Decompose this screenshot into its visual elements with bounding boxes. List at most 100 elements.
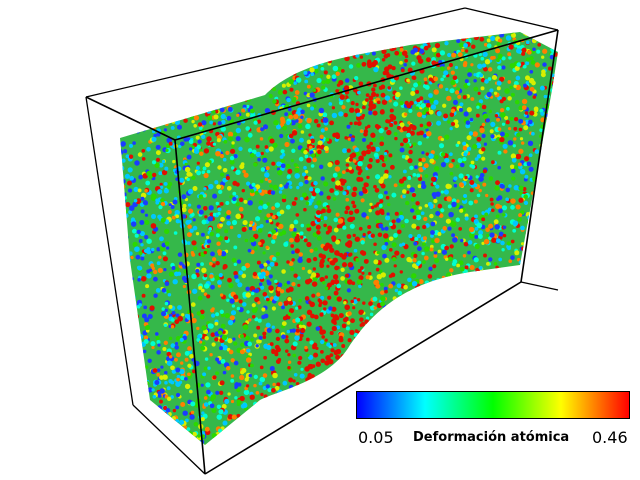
atom [472, 418, 479, 425]
atom [338, 368, 344, 374]
atom [549, 184, 554, 189]
atom [406, 343, 411, 348]
atom [198, 194, 204, 200]
atom [120, 128, 126, 134]
atom [310, 59, 315, 65]
atom [159, 236, 164, 242]
atom [393, 313, 399, 319]
atom [459, 334, 465, 340]
atom [555, 310, 558, 315]
atom [549, 193, 556, 199]
atom [193, 421, 199, 427]
atom [304, 296, 310, 301]
atom [456, 263, 461, 268]
atom [151, 94, 157, 101]
atom [336, 431, 340, 436]
atom [442, 74, 446, 78]
atom [198, 61, 204, 67]
atom [331, 325, 337, 332]
atom [347, 338, 352, 343]
atom [217, 252, 222, 256]
atom [150, 341, 156, 347]
atom [326, 408, 332, 414]
atom [421, 110, 427, 116]
atom [337, 40, 342, 45]
atom [507, 349, 513, 356]
atom [283, 398, 288, 403]
atom [389, 376, 393, 380]
atom [383, 315, 389, 321]
atom [278, 301, 283, 307]
atom [287, 365, 291, 370]
atom [187, 90, 194, 96]
atom [120, 351, 124, 356]
atom [392, 361, 399, 368]
atom [423, 216, 428, 222]
atom [189, 114, 194, 119]
atom [478, 188, 482, 193]
atom [354, 38, 359, 43]
atom [525, 288, 532, 295]
atom [450, 70, 455, 75]
atom [212, 212, 217, 217]
atom [371, 91, 377, 97]
atom [121, 42, 126, 47]
atom [407, 327, 412, 331]
atom [172, 279, 178, 285]
atom [293, 163, 298, 167]
atom [269, 184, 273, 188]
atom [132, 102, 138, 108]
atom [500, 380, 504, 384]
atom [387, 370, 393, 376]
atom [373, 204, 378, 208]
atom [479, 172, 485, 178]
atom [311, 444, 317, 445]
atom [128, 98, 134, 103]
atom [120, 104, 122, 110]
atom [255, 85, 260, 90]
atom [258, 34, 264, 39]
atom [384, 382, 389, 387]
atom [190, 401, 196, 407]
atom [383, 365, 389, 371]
atom [244, 238, 249, 243]
atom [120, 232, 123, 238]
atom [417, 58, 424, 64]
atom [262, 331, 267, 336]
atom [120, 375, 121, 380]
atom [486, 368, 493, 374]
atom [489, 384, 493, 389]
atom [483, 142, 488, 146]
atom [328, 411, 334, 417]
atom [314, 378, 319, 383]
atom [222, 344, 228, 351]
atom [435, 52, 441, 58]
atom [170, 125, 175, 130]
atom [443, 419, 449, 425]
atom [165, 408, 171, 413]
atom [330, 441, 335, 445]
atom [418, 446, 423, 451]
atom [341, 441, 345, 445]
atom [323, 70, 328, 75]
atom [501, 122, 506, 126]
atom [418, 279, 424, 285]
atom [546, 212, 553, 218]
atom [295, 119, 299, 123]
atom [552, 265, 556, 270]
atom [546, 223, 552, 229]
atom [125, 108, 130, 112]
atom [244, 136, 250, 143]
atom [459, 287, 463, 292]
atom [120, 365, 123, 372]
atom [532, 47, 536, 52]
atom [357, 359, 361, 364]
atom [472, 131, 478, 137]
atom [560, 97, 564, 101]
atom [154, 162, 160, 168]
atom [184, 383, 191, 390]
atom [454, 65, 459, 70]
atom [549, 333, 553, 338]
atom [481, 447, 485, 451]
atom [414, 319, 420, 325]
